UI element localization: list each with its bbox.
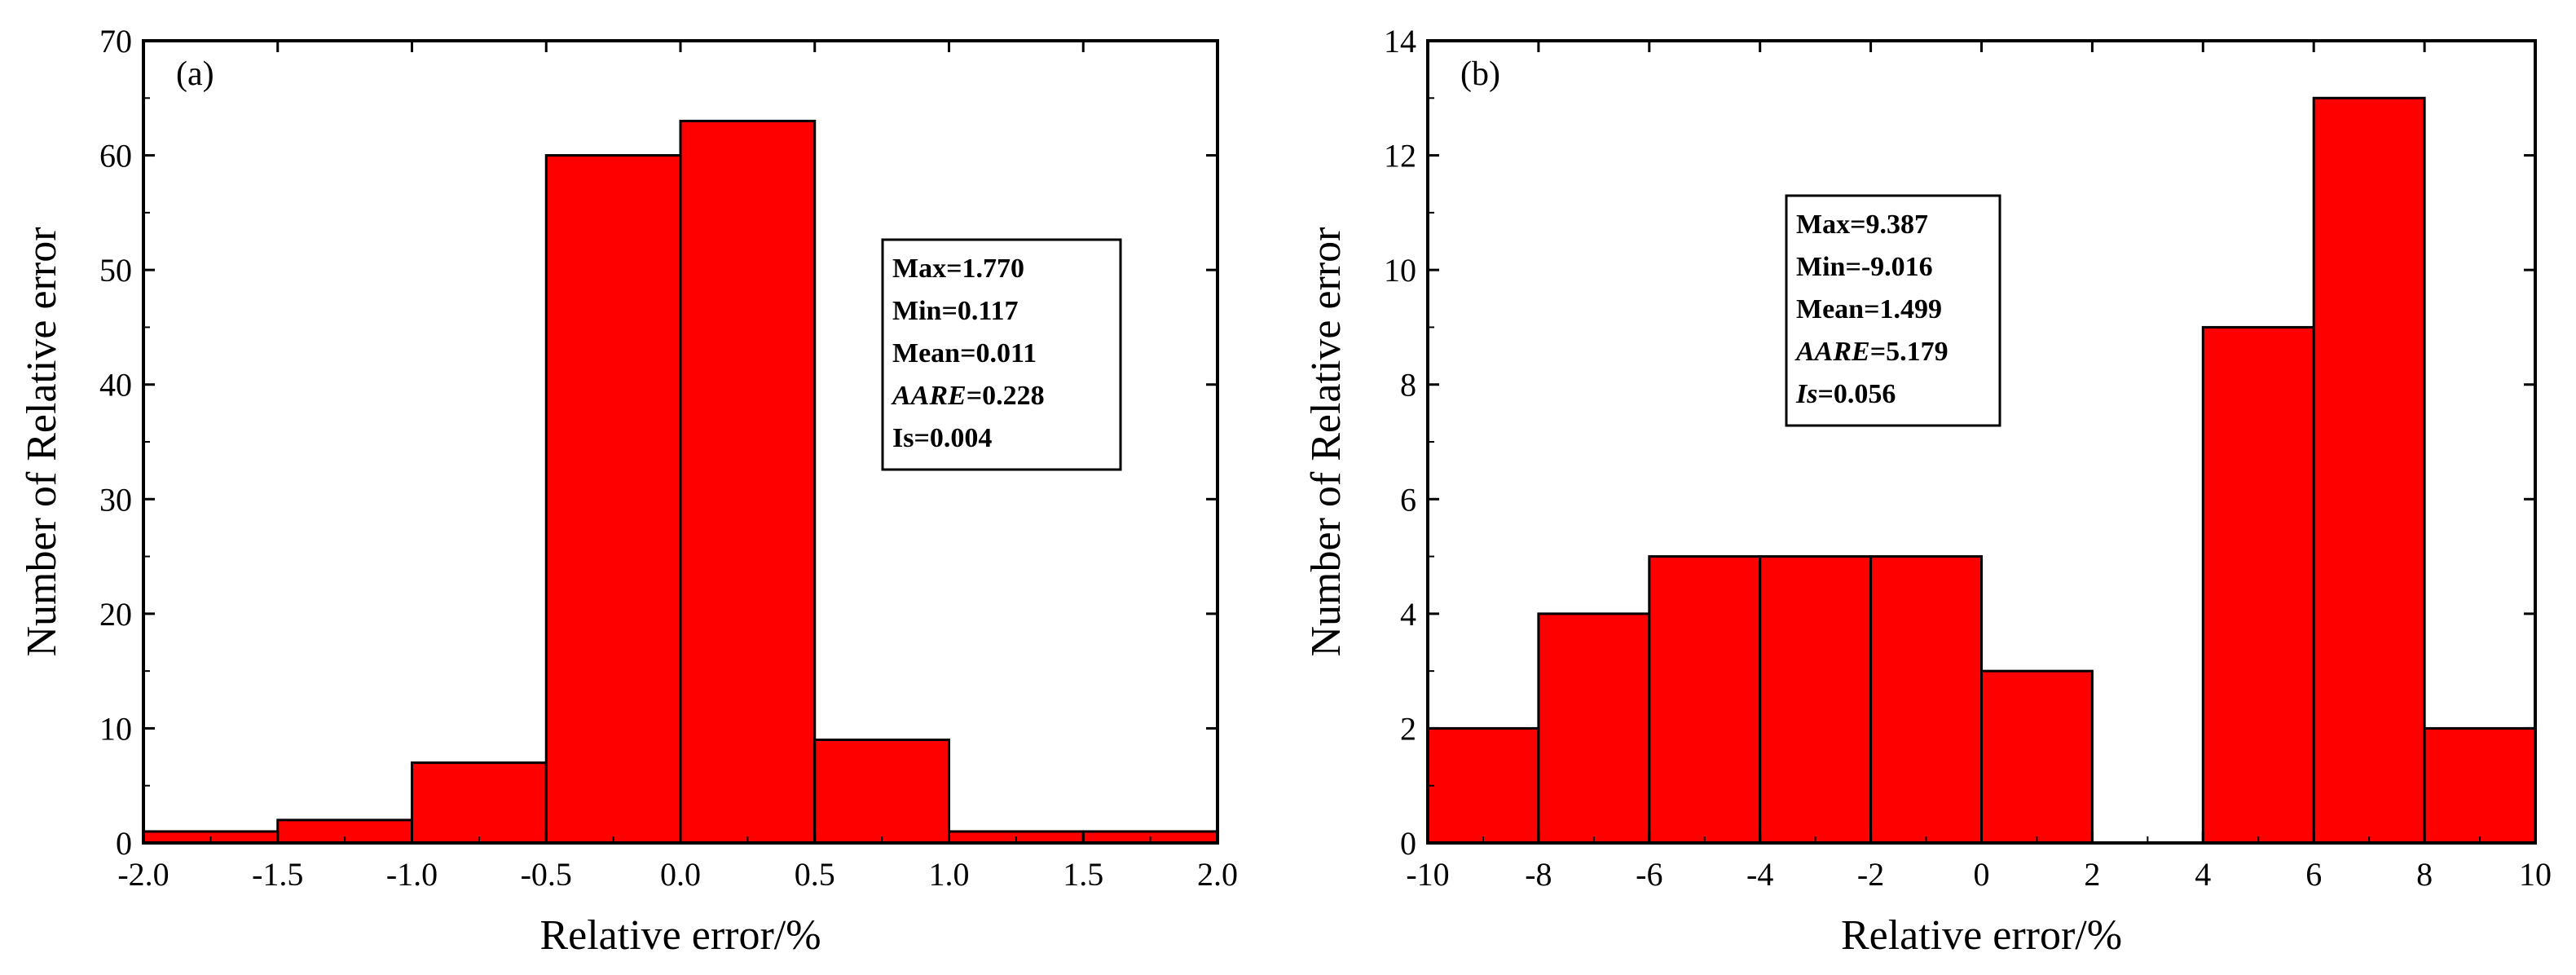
stats-value: =0.117 bbox=[941, 296, 1018, 326]
histogram-panel-a: -2.0 -1.5 -1.0 -0.5 0.0 0.5 1.0 1.5 2.0 0 10 20 30 40… bbox=[19, 23, 1238, 959]
x-tick-label: 2 bbox=[2084, 856, 2100, 893]
y-tick-label: 60 bbox=[99, 138, 132, 174]
stats-key: Is bbox=[1795, 379, 1817, 409]
y-tick-label: 0 bbox=[1400, 825, 1416, 862]
stats-line: AARE=5.179 bbox=[1794, 337, 1949, 367]
stats-value: =1.770 bbox=[946, 254, 1024, 284]
stats-key: Mean bbox=[1796, 294, 1864, 324]
stats-value: =0.011 bbox=[960, 338, 1037, 368]
x-tick-label: 8 bbox=[2416, 856, 2433, 893]
histogram-bar bbox=[1980, 669, 2094, 845]
stats-key: Max bbox=[892, 254, 946, 284]
x-tick-label: 1.0 bbox=[929, 856, 970, 893]
x-tick-label: -4 bbox=[1746, 856, 1773, 893]
stats-key: AARE bbox=[1794, 337, 1870, 367]
panel-label: (b) bbox=[1460, 55, 1500, 93]
x-tick-label: 0.0 bbox=[660, 856, 701, 893]
x-tick-label: 6 bbox=[2305, 856, 2322, 893]
x-axis-label: Relative error/% bbox=[539, 912, 821, 959]
stats-key: Min bbox=[892, 296, 942, 326]
histogram-bar bbox=[276, 818, 413, 845]
histogram-bar bbox=[679, 119, 817, 845]
stats-frame bbox=[881, 238, 1122, 471]
stats-key: Min bbox=[1796, 252, 1846, 282]
x-tick-label: 10 bbox=[2519, 856, 2552, 893]
x-axis-label: Relative error/% bbox=[1841, 912, 2122, 959]
stats-line: Min=-9.016 bbox=[1796, 252, 1933, 282]
x-tick-label: -2.0 bbox=[117, 856, 169, 893]
stats-key: Is bbox=[892, 423, 914, 453]
histogram-bar bbox=[411, 761, 548, 845]
x-tick-label: 1.5 bbox=[1063, 856, 1103, 893]
histogram-bar bbox=[2201, 325, 2315, 845]
x-tick-label: -1.5 bbox=[252, 856, 303, 893]
x-tick-label: -10 bbox=[1406, 856, 1449, 893]
histogram-panel-b: -10 -8 -6 -4 -2 0 2 4 6 8 10 0 2 4 6 8 10 12 14 (b) Relati… bbox=[1303, 23, 2552, 959]
stats-key: Max bbox=[1796, 210, 1850, 240]
stats-line: Is=0.004 bbox=[892, 423, 992, 453]
y-axis-label: Number of Relative error bbox=[19, 227, 65, 656]
bars-group bbox=[142, 119, 1219, 845]
stats-line: Mean=1.499 bbox=[1796, 294, 1942, 324]
y-tick-label: 40 bbox=[99, 367, 132, 404]
y-tick-label: 0 bbox=[116, 825, 132, 862]
histogram-bar bbox=[544, 154, 682, 845]
y-tick-label: 50 bbox=[99, 252, 132, 289]
y-tick-label: 2 bbox=[1400, 710, 1416, 747]
stats-value: =9.387 bbox=[1850, 210, 1928, 240]
stats-value: =-9.016 bbox=[1845, 252, 1932, 282]
histogram-bar bbox=[2312, 96, 2426, 845]
y-tick-label: 30 bbox=[99, 481, 132, 518]
y-axis-label: Number of Relative error bbox=[1303, 227, 1350, 656]
histogram-bar bbox=[1648, 555, 1762, 845]
y-tick-label: 12 bbox=[1384, 138, 1416, 174]
histogram-bar bbox=[813, 738, 950, 845]
y-tick-label: 14 bbox=[1384, 23, 1416, 60]
stats-line: AARE=0.228 bbox=[891, 381, 1045, 411]
x-tick-label: -2 bbox=[1857, 856, 1884, 893]
y-tick-label: 20 bbox=[99, 596, 132, 633]
x-tick-label: 2.0 bbox=[1197, 856, 1238, 893]
histogram-bar bbox=[1759, 555, 1873, 845]
stats-line: Mean=0.011 bbox=[892, 338, 1037, 368]
x-tick-label: 0.5 bbox=[795, 856, 835, 893]
histogram-bar bbox=[2423, 726, 2537, 845]
y-tick-label: 4 bbox=[1400, 596, 1416, 633]
stats-line: Min=0.117 bbox=[892, 296, 1018, 326]
stats-value: =0.004 bbox=[914, 423, 992, 453]
x-tick-label: -6 bbox=[1636, 856, 1662, 893]
x-tick-label: -0.5 bbox=[521, 856, 572, 893]
stats-line: Max=1.770 bbox=[892, 254, 1024, 284]
y-tick-label: 8 bbox=[1400, 367, 1416, 404]
y-tick-label: 70 bbox=[99, 23, 132, 60]
stats-value: =1.499 bbox=[1864, 294, 1942, 324]
stats-key: Mean bbox=[892, 338, 960, 368]
stats-box: Max=9.387Min=-9.016Mean=1.499AARE=5.179I… bbox=[1785, 194, 2001, 427]
stats-line: Is=0.056 bbox=[1795, 379, 1896, 409]
y-tick-label: 6 bbox=[1400, 481, 1416, 518]
y-tick-label: 10 bbox=[99, 710, 132, 747]
x-tick-label: 0 bbox=[1974, 856, 1990, 893]
y-tick-label: 10 bbox=[1384, 252, 1416, 289]
bars-group bbox=[1426, 96, 2537, 845]
histogram-bar bbox=[1869, 555, 1984, 845]
stats-value: =0.056 bbox=[1817, 379, 1896, 409]
x-tick-label: 4 bbox=[2195, 856, 2211, 893]
stats-line: Max=9.387 bbox=[1796, 210, 1928, 240]
stats-value: =5.179 bbox=[1870, 337, 1949, 367]
stats-value: =0.228 bbox=[967, 381, 1045, 411]
ticks-group: -10 -8 -6 -4 -2 0 2 4 6 8 10 0 2 4 6 8 10 12 14 bbox=[1384, 23, 2552, 893]
stats-box: Max=1.770Min=0.117Mean=0.011AARE=0.228Is… bbox=[881, 238, 1122, 471]
ticks-group: -2.0 -1.5 -1.0 -0.5 0.0 0.5 1.0 1.5 2.0 0 10 20 30 40… bbox=[99, 23, 1238, 893]
stats-frame bbox=[1785, 194, 2001, 427]
x-tick-label: -1.0 bbox=[386, 856, 438, 893]
panel-label: (a) bbox=[176, 55, 214, 93]
x-tick-label: -8 bbox=[1525, 856, 1552, 893]
histogram-bar bbox=[1537, 612, 1651, 845]
stats-key: AARE bbox=[891, 381, 967, 411]
histogram-bar bbox=[1426, 726, 1540, 845]
